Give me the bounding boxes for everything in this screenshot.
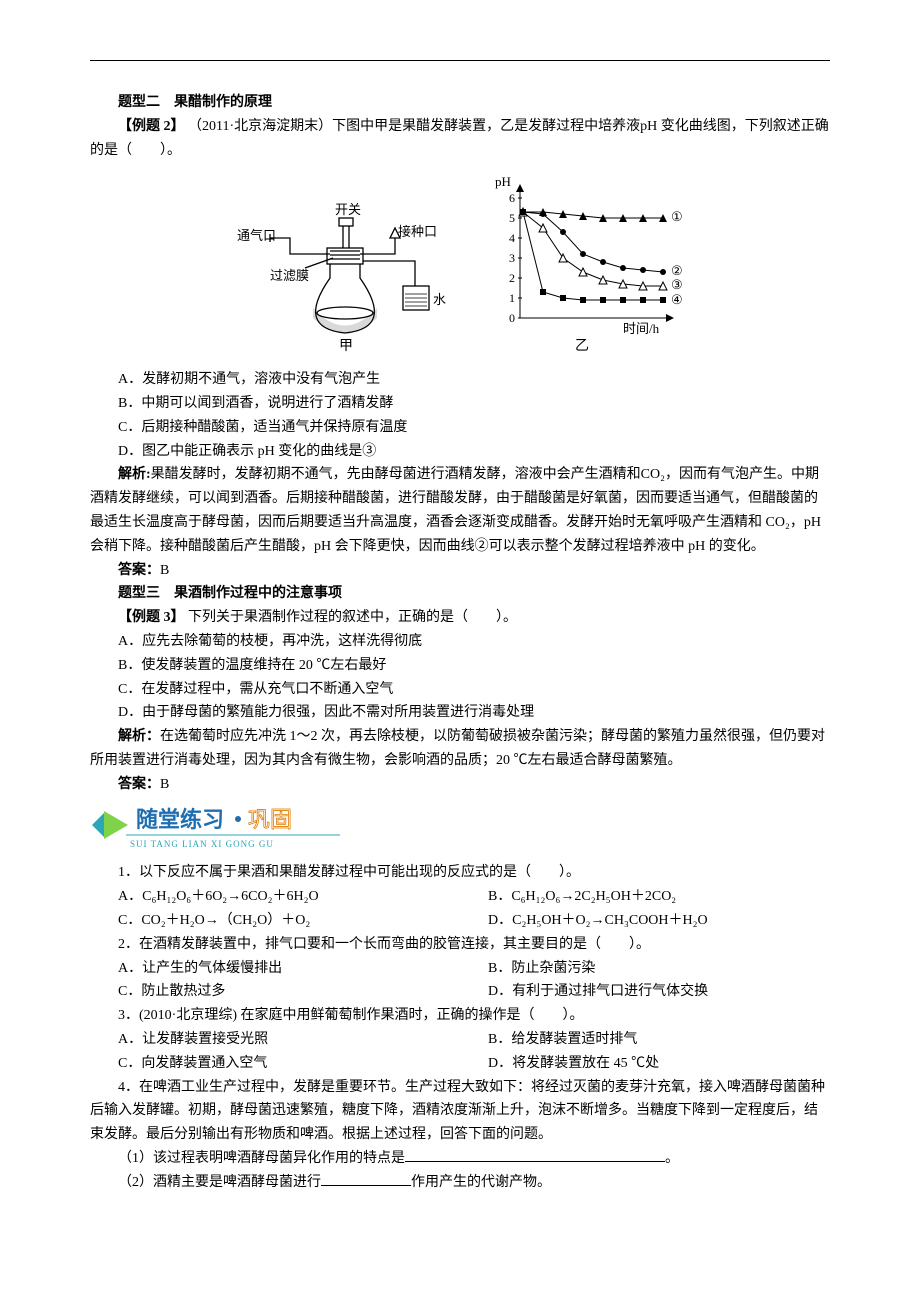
q3-title-label: 【例题 3】 (118, 610, 185, 625)
q3-optD: D．由于酵母菌的繁殖能力很强，因此不需对所用装置进行消毒处理 (90, 701, 830, 725)
svg-text:③: ③ (671, 277, 683, 292)
svg-text:④: ④ (671, 292, 683, 307)
q2-title: 【例题 2】 （2011·北京海淀期末）下图中甲是果醋发酵装置，乙是发酵过程中培… (90, 115, 830, 163)
q2-answer: 答案：B (90, 559, 830, 583)
svg-text:5: 5 (509, 211, 515, 225)
q3-answer-label: 答案： (118, 777, 160, 792)
q3-header: 题型三 果酒制作过程中的注意事项 (90, 582, 830, 606)
ex1-A: A．C₆H₁₂O₆＋6O₂→6CO₂＋6H₂O (90, 885, 460, 909)
ex3-C: C．向发酵装置通入空气 (90, 1052, 460, 1076)
ex4-sub1: （1）该过程表明啤酒酵母菌异化作用的特点是 。 (90, 1147, 830, 1171)
ex1-options: A．C₆H₁₂O₆＋6O₂→6CO₂＋6H₂O B．C₆H₁₂O₆→2C₂H₅O… (90, 885, 830, 933)
q2-optD: D．图乙中能正确表示 pH 变化的曲线是③ (90, 440, 830, 464)
svg-text:6: 6 (509, 191, 515, 205)
ex2-D: D．有利于通过排气口进行气体交换 (460, 980, 830, 1004)
q2-answer-label: 答案： (118, 563, 160, 578)
q3-optA: A．应先去除葡萄的枝梗，再冲洗，这样洗得彻底 (90, 630, 830, 654)
ex2-C: C．防止散热过多 (90, 980, 460, 1004)
ex4-sub2-a: （2）酒精主要是啤酒酵母菌进行 (118, 1175, 321, 1190)
ex4-stem: 4．在啤酒工业生产过程中，发酵是重要环节。生产过程大致如下：将经过灭菌的麦芽汁充… (90, 1076, 830, 1147)
svg-text:3: 3 (509, 251, 515, 265)
label-jia: 甲 (339, 339, 353, 353)
label-filter: 过滤膜 (270, 268, 309, 283)
banner-pinyin: SUI TANG LIAN XI GONG GU (130, 839, 274, 849)
q3-title-rest: 下列关于果酒制作过程的叙述中，正确的是（ ）。 (188, 610, 517, 625)
q3-optC: C．在发酵过程中，需从充气口不断通入空气 (90, 678, 830, 702)
q3-optB: B．使发酵装置的温度维持在 20 ℃左右最好 (90, 654, 830, 678)
ex3-D: D．将发酵装置放在 45 ℃处 (460, 1052, 830, 1076)
ex3-A: A．让发酵装置接受光照 (90, 1028, 460, 1052)
svg-text:4: 4 (509, 231, 515, 245)
svg-text:②: ② (671, 263, 683, 278)
ex1-C: C．CO₂＋H₂O→（CH₂O）＋O₂ (90, 909, 460, 933)
practice-banner: 随堂练习 巩固 SUI TANG LIAN XI GONG GU (90, 803, 830, 860)
blank-line-2 (321, 1185, 411, 1186)
banner-main: 随堂练习 (136, 807, 224, 832)
q2-optB: B．中期可以闻到酒香，说明进行了酒精发酵 (90, 392, 830, 416)
label-yi: 乙 (575, 338, 589, 353)
ex3-stem: 3．(2010·北京理综) 在家庭中用鲜葡萄制作果酒时，正确的操作是（ ）。 (90, 1004, 830, 1028)
ex4-sub1-a: （1）该过程表明啤酒酵母菌异化作用的特点是 (118, 1151, 405, 1166)
svg-text:1: 1 (509, 291, 515, 305)
q2-figure: 开关 接种口 通气口 过滤膜 水 甲 0 1 2 3 4 5 6 pH (90, 168, 830, 362)
svg-text:0: 0 (509, 311, 515, 325)
q2-analysis-label: 解析: (118, 467, 151, 482)
ex4-sub2: （2）酒精主要是啤酒酵母菌进行 作用产生的代谢产物。 (90, 1171, 830, 1195)
svg-text:2: 2 (509, 271, 515, 285)
label-water: 水 (433, 292, 446, 307)
q2-title-rest: （2011·北京海淀期末）下图中甲是果醋发酵装置，乙是发酵过程中培养液pH 变化… (90, 119, 829, 158)
ex4-sub1-b: 。 (665, 1151, 679, 1166)
svg-text:①: ① (671, 209, 683, 224)
ex4-sub2-b: 作用产生的代谢产物。 (411, 1175, 551, 1190)
ex2-A: A．让产生的气体缓慢排出 (90, 957, 460, 981)
svg-text:pH: pH (495, 174, 511, 189)
q3-analysis-text: 在选葡萄时应先冲洗 1～2 次，再去除枝梗，以防葡萄破损被杂菌污染；酵母菌的繁殖… (90, 729, 825, 768)
blank-line-1 (405, 1161, 665, 1162)
q2-title-label: 【例题 2】 (118, 119, 185, 134)
q2-optA: A．发酵初期不通气，溶液中没有气泡产生 (90, 368, 830, 392)
q3-answer: 答案：B (90, 773, 830, 797)
q3-title: 【例题 3】 下列关于果酒制作过程的叙述中，正确的是（ ）。 (90, 606, 830, 630)
q3-analysis: 解析：在选葡萄时应先冲洗 1～2 次，再去除枝梗，以防葡萄破损被杂菌污染；酵母菌… (90, 725, 830, 773)
label-air: 通气口 (237, 228, 276, 243)
ex1-stem: 1．以下反应不属于果酒和果醋发酵过程中可能出现的反应式的是（ ）。 (90, 861, 830, 885)
ex2-stem: 2．在酒精发酵装置中，排气口要和一个长而弯曲的胶管连接，其主要目的是（ ）。 (90, 933, 830, 957)
ex2-options: A．让产生的气体缓慢排出 B．防止杂菌污染 C．防止散热过多 D．有利于通过排气… (90, 957, 830, 1005)
banner-sub: 巩固 (248, 807, 292, 832)
q2-header: 题型二 果醋制作的原理 (90, 91, 830, 115)
label-inoculate: 接种口 (398, 224, 437, 239)
ex3-options: A．让发酵装置接受光照 B．给发酵装置适时排气 C．向发酵装置通入空气 D．将发… (90, 1028, 830, 1076)
ex2-B: B．防止杂菌污染 (460, 957, 830, 981)
ex3-B: B．给发酵装置适时排气 (460, 1028, 830, 1052)
ex1-D: D．C₂H₅OH＋O₂→CH₃COOH＋H₂O (460, 909, 830, 933)
q3-answer-text: B (160, 777, 169, 792)
svg-text:时间/h: 时间/h (623, 321, 660, 336)
ex1-B: B．C₆H₁₂O₆→2C₂H₅OH＋2CO₂ (460, 885, 830, 909)
q2-analysis-text: 果醋发酵时，发酵初期不通气，先由酵母菌进行酒精发酵，溶液中会产生酒精和CO₂，因… (90, 467, 821, 553)
q2-analysis: 解析:果醋发酵时，发酵初期不通气，先由酵母菌进行酒精发酵，溶液中会产生酒精和CO… (90, 463, 830, 558)
q2-answer-text: B (160, 563, 169, 578)
label-switch: 开关 (335, 202, 361, 217)
q2-optC: C．后期接种醋酸菌，适当通气并保持原有温度 (90, 416, 830, 440)
q3-analysis-label: 解析： (118, 729, 160, 744)
top-rule (90, 60, 830, 61)
